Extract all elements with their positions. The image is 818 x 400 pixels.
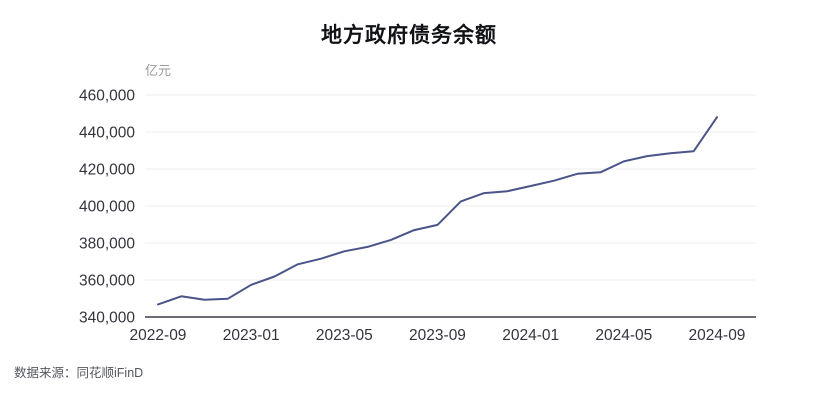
x-tick-label: 2023-09 <box>409 327 466 344</box>
debt-balance-line-series <box>157 116 718 306</box>
y-tick-label: 400,000 <box>79 199 135 216</box>
chart-title: 地方政府债务余额 <box>321 24 497 47</box>
y-tick-label: 380,000 <box>79 236 135 253</box>
y-tick-label: 460,000 <box>79 88 135 105</box>
x-tick-label: 2024-09 <box>689 327 746 344</box>
y-tick-label: 340,000 <box>79 310 135 327</box>
y-tick-label: 420,000 <box>79 162 135 179</box>
x-tick-label: 2023-01 <box>223 327 280 344</box>
data-source-note: 数据来源：同花顺iFinD <box>14 366 144 380</box>
y-axis-unit-label: 亿元 <box>145 63 172 78</box>
x-tick-label: 2023-05 <box>316 327 373 344</box>
x-tick-label: 2022-09 <box>130 327 187 344</box>
x-tick-label: 2024-01 <box>502 327 559 344</box>
y-tick-label: 360,000 <box>79 273 135 290</box>
x-tick-label: 2024-05 <box>595 327 652 344</box>
y-tick-label: 440,000 <box>79 125 135 142</box>
